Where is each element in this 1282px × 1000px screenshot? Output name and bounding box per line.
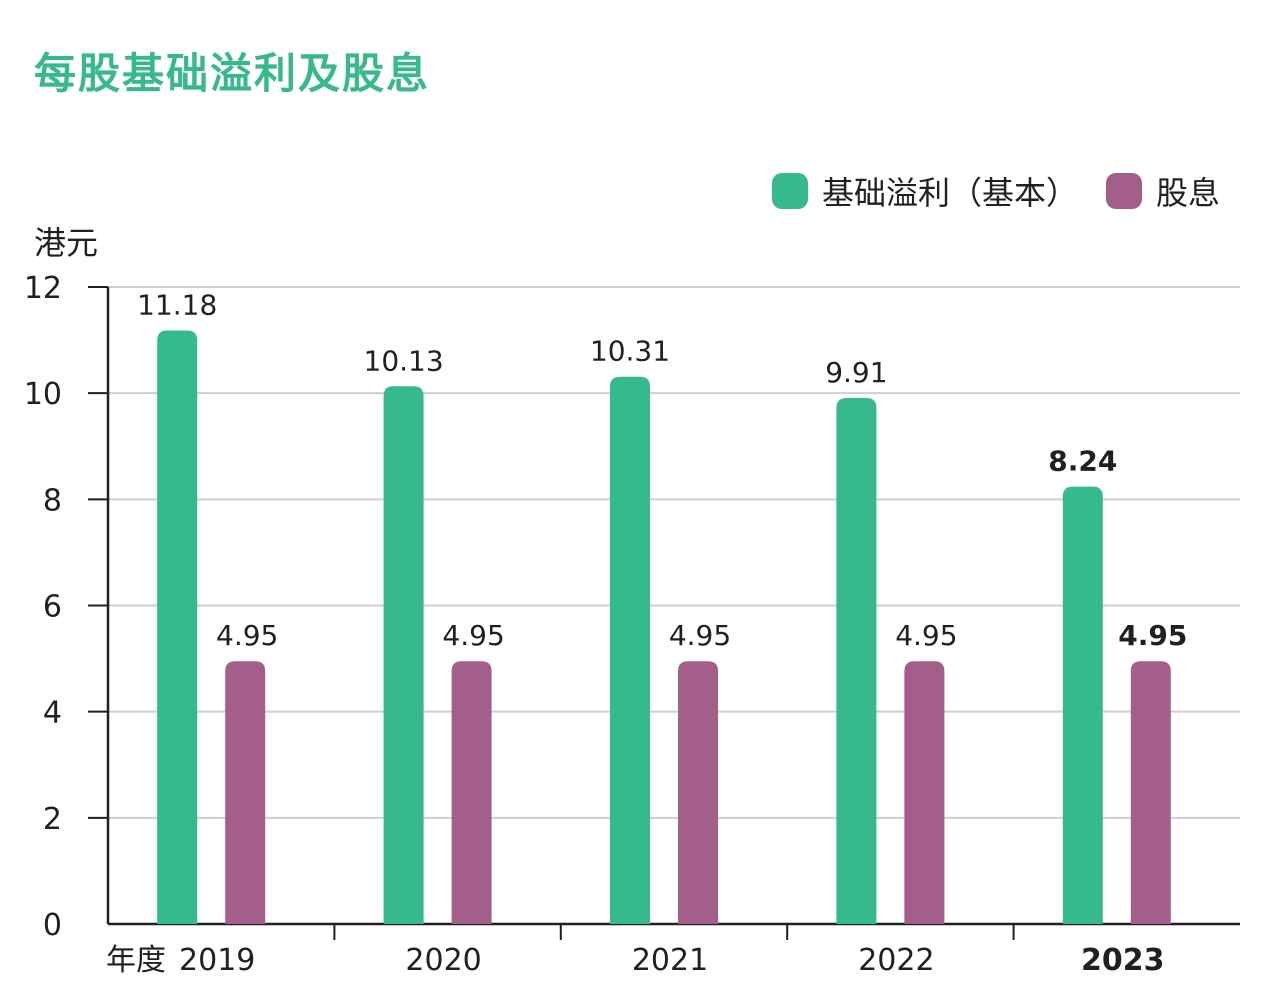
legend-swatch-earnings — [771, 173, 808, 209]
data-label-dividend-2019: 4.95 — [216, 619, 278, 652]
bar-dividend-2020 — [451, 661, 492, 924]
bar-earnings-2021 — [610, 376, 650, 925]
bar-earnings-2023 — [1062, 486, 1103, 924]
bar-dividend-2022 — [904, 661, 945, 924]
data-label-dividend-2021: 4.95 — [669, 619, 731, 652]
y-tick-label: 12 — [24, 271, 62, 306]
bar-dividend-2023 — [1130, 661, 1171, 924]
y-tick-label: 2 — [43, 802, 62, 837]
data-label-earnings-2023: 8.24 — [1048, 445, 1117, 478]
chart-title: 每股基础溢利及股息 — [34, 49, 431, 98]
bar-earnings-2019 — [157, 330, 198, 924]
x-tick-label: 2019 — [179, 943, 255, 978]
data-label-dividend-2020: 4.95 — [442, 619, 504, 652]
x-tick-label: 2021 — [632, 943, 708, 978]
y-tick-label: 0 — [43, 908, 62, 943]
data-label-dividend-2023: 4.95 — [1118, 619, 1187, 652]
y-tick-label: 6 — [43, 590, 62, 625]
legend-item-dividend: 股息 — [1105, 168, 1220, 214]
legend: 基础溢利（基本） 股息 — [744, 168, 1220, 214]
legend-label-dividend: 股息 — [1155, 174, 1220, 212]
bar-dividend-2019 — [225, 661, 266, 924]
data-label-earnings-2022: 9.91 — [825, 356, 887, 389]
y-axis-unit: 港元 — [34, 224, 99, 262]
y-tick-label: 8 — [43, 483, 62, 518]
legend-label-earnings: 基础溢利（基本） — [821, 174, 1078, 212]
data-label-earnings-2019: 11.18 — [137, 289, 217, 322]
bar-dividend-2021 — [678, 661, 718, 924]
legend-swatch-dividend — [1105, 173, 1142, 209]
x-tick-label: 2023 — [1081, 943, 1165, 978]
legend-item-earnings: 基础溢利（基本） — [771, 168, 1078, 214]
data-label-earnings-2021: 10.31 — [590, 335, 670, 368]
bar-earnings-2022 — [836, 397, 877, 924]
y-tick-label: 10 — [24, 377, 62, 412]
data-label-earnings-2020: 10.13 — [364, 344, 444, 377]
bar-earnings-2020 — [383, 386, 424, 924]
x-tick-label: 2020 — [405, 943, 481, 978]
y-tick-label: 4 — [43, 696, 62, 731]
x-axis-label: 年度 — [106, 943, 166, 978]
x-tick-label: 2022 — [858, 943, 934, 978]
data-label-dividend-2022: 4.95 — [895, 619, 957, 652]
